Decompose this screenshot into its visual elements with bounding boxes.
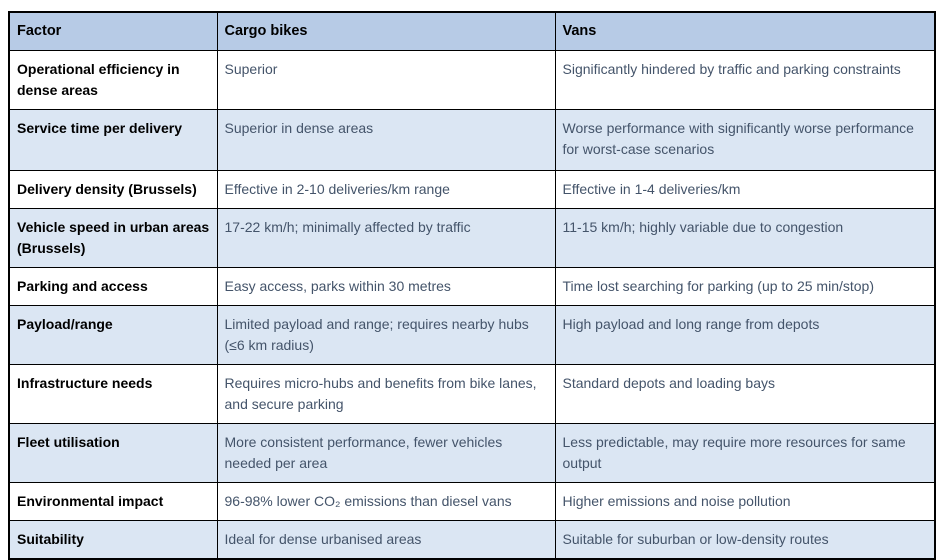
- cell-cargo-bikes: Requires micro-hubs and benefits from bi…: [216, 364, 556, 424]
- cell-vans: Less predictable, may require more resou…: [554, 423, 936, 483]
- cell-cargo-bikes: Easy access, parks within 30 metres: [216, 267, 556, 306]
- table-header-row: Factor Cargo bikes Vans: [8, 11, 936, 51]
- table-row: Environmental impact 96-98% lower CO₂ em…: [8, 482, 936, 521]
- cell-cargo-bikes: Ideal for dense urbanised areas: [216, 520, 556, 560]
- table-row: Vehicle speed in urban areas (Brussels) …: [8, 208, 936, 268]
- cell-factor: Suitability: [8, 520, 218, 560]
- cell-vans: Significantly hindered by traffic and pa…: [554, 50, 936, 110]
- cell-factor: Vehicle speed in urban areas (Brussels): [8, 208, 218, 268]
- table-row: Suitability Ideal for dense urbanised ar…: [8, 520, 936, 560]
- cell-vans: Standard depots and loading bays: [554, 364, 936, 424]
- cell-factor: Delivery density (Brussels): [8, 170, 218, 209]
- table-row: Operational efficiency in dense areas Su…: [8, 50, 936, 110]
- cell-vans: Suitable for suburban or low-density rou…: [554, 520, 936, 560]
- table-row: Delivery density (Brussels) Effective in…: [8, 170, 936, 209]
- comparison-table: Factor Cargo bikes Vans Operational effi…: [8, 11, 936, 560]
- cell-cargo-bikes: 96-98% lower CO₂ emissions than diesel v…: [216, 482, 556, 521]
- table-row: Infrastructure needs Requires micro-hubs…: [8, 364, 936, 424]
- column-header-factor: Factor: [8, 11, 218, 51]
- cell-vans: Time lost searching for parking (up to 2…: [554, 267, 936, 306]
- cell-cargo-bikes: Superior in dense areas: [216, 109, 556, 171]
- cell-factor: Operational efficiency in dense areas: [8, 50, 218, 110]
- cell-cargo-bikes: 17-22 km/h; minimally affected by traffi…: [216, 208, 556, 268]
- cell-cargo-bikes: Superior: [216, 50, 556, 110]
- cell-factor: Parking and access: [8, 267, 218, 306]
- cell-vans: 11-15 km/h; highly variable due to conge…: [554, 208, 936, 268]
- cell-factor: Fleet utilisation: [8, 423, 218, 483]
- cell-vans: Worse performance with significantly wor…: [554, 109, 936, 171]
- cell-vans: High payload and long range from depots: [554, 305, 936, 365]
- cell-factor: Service time per delivery: [8, 109, 218, 171]
- cell-vans: Effective in 1-4 deliveries/km: [554, 170, 936, 209]
- table-row: Payload/range Limited payload and range;…: [8, 305, 936, 365]
- cell-vans: Higher emissions and noise pollution: [554, 482, 936, 521]
- table-row: Parking and access Easy access, parks wi…: [8, 267, 936, 306]
- cell-cargo-bikes: Limited payload and range; requires near…: [216, 305, 556, 365]
- column-header-cargo-bikes: Cargo bikes: [216, 11, 556, 51]
- column-header-vans: Vans: [554, 11, 936, 51]
- cell-cargo-bikes: Effective in 2-10 deliveries/km range: [216, 170, 556, 209]
- cell-cargo-bikes: More consistent performance, fewer vehic…: [216, 423, 556, 483]
- cell-factor: Infrastructure needs: [8, 364, 218, 424]
- table-row: Fleet utilisation More consistent perfor…: [8, 423, 936, 483]
- table-row: Service time per delivery Superior in de…: [8, 109, 936, 171]
- cell-factor: Payload/range: [8, 305, 218, 365]
- cell-factor: Environmental impact: [8, 482, 218, 521]
